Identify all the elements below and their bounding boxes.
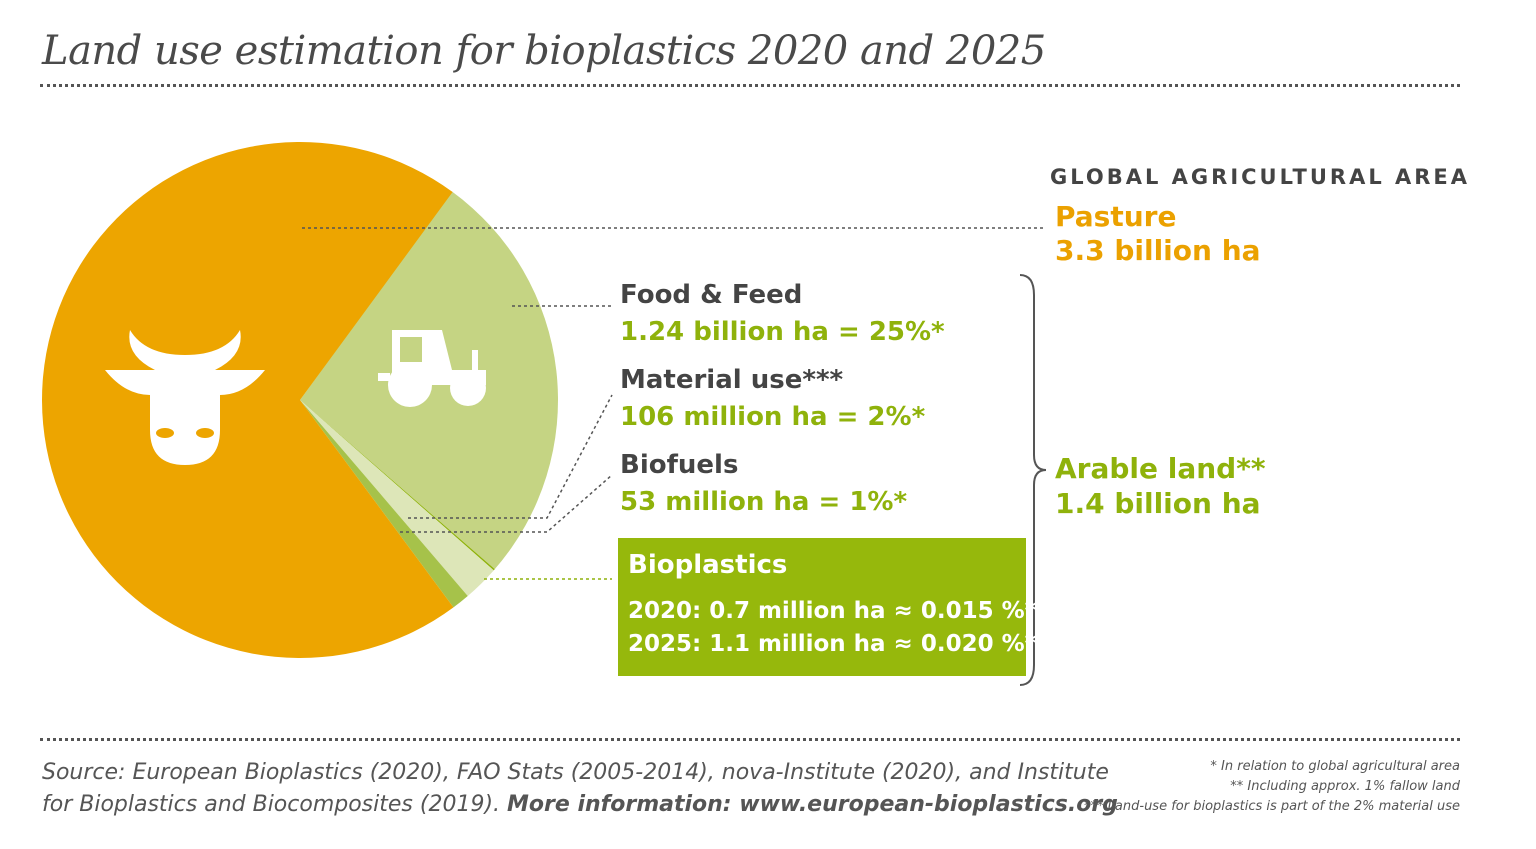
biofuels-leader bbox=[400, 474, 613, 533]
footnote: * In relation to global agricultural are… bbox=[1210, 759, 1460, 774]
more-info-link[interactable]: More information: www.european-bioplasti… bbox=[507, 792, 1118, 817]
bioplastics-2025: 2025: 1.1 million ha ≈ 0.020 %* bbox=[628, 631, 1037, 657]
pie-slice-pasture bbox=[41, 141, 454, 658]
source-text: Source: European Bioplastics (2020), FAO… bbox=[42, 757, 1122, 821]
pie-slice-biofuels bbox=[300, 400, 468, 608]
material-label: Material use*** bbox=[620, 365, 844, 395]
pasture-label: Pasture bbox=[1055, 200, 1177, 233]
food-feed-value: 1.24 billion ha = 25%* bbox=[620, 317, 945, 347]
global-area-heading: GLOBAL AGRICULTURAL AREA bbox=[1050, 165, 1471, 189]
pie-slice-bioplastics bbox=[300, 400, 495, 571]
cow-icon bbox=[105, 330, 265, 465]
bioplastics-label: Bioplastics bbox=[628, 550, 788, 580]
page-title: Land use estimation for bioplastics 2020… bbox=[42, 28, 1046, 74]
material-value: 106 million ha = 2%* bbox=[620, 402, 926, 432]
arable-value: 1.4 billion ha bbox=[1055, 487, 1261, 520]
footnote: ** Including approx. 1% fallow land bbox=[1230, 779, 1460, 794]
bioplastics-2020: 2020: 0.7 million ha ≈ 0.015 %* bbox=[628, 598, 1037, 624]
biofuels-label: Biofuels bbox=[620, 450, 739, 480]
bioplastics-box: Bioplastics 2020: 0.7 million ha ≈ 0.015… bbox=[618, 538, 1037, 676]
pasture-value: 3.3 billion ha bbox=[1055, 234, 1261, 267]
arable-label: Arable land** bbox=[1055, 452, 1266, 485]
divider bbox=[40, 84, 1460, 87]
source-citation: Source: European Bioplastics (2020), FAO… bbox=[42, 760, 1109, 817]
material-leader bbox=[408, 394, 613, 519]
footnotes: * In relation to global agricultural are… bbox=[1084, 757, 1460, 817]
footnote: *** Land-use for bioplastics is part of … bbox=[1084, 799, 1460, 814]
tractor-icon bbox=[378, 330, 486, 407]
biofuels-value: 53 million ha = 1%* bbox=[620, 487, 908, 517]
divider bbox=[40, 738, 1460, 741]
pie-slice-material-use bbox=[300, 400, 494, 597]
food-feed-label: Food & Feed bbox=[620, 280, 803, 310]
arable-brace bbox=[1019, 274, 1047, 686]
